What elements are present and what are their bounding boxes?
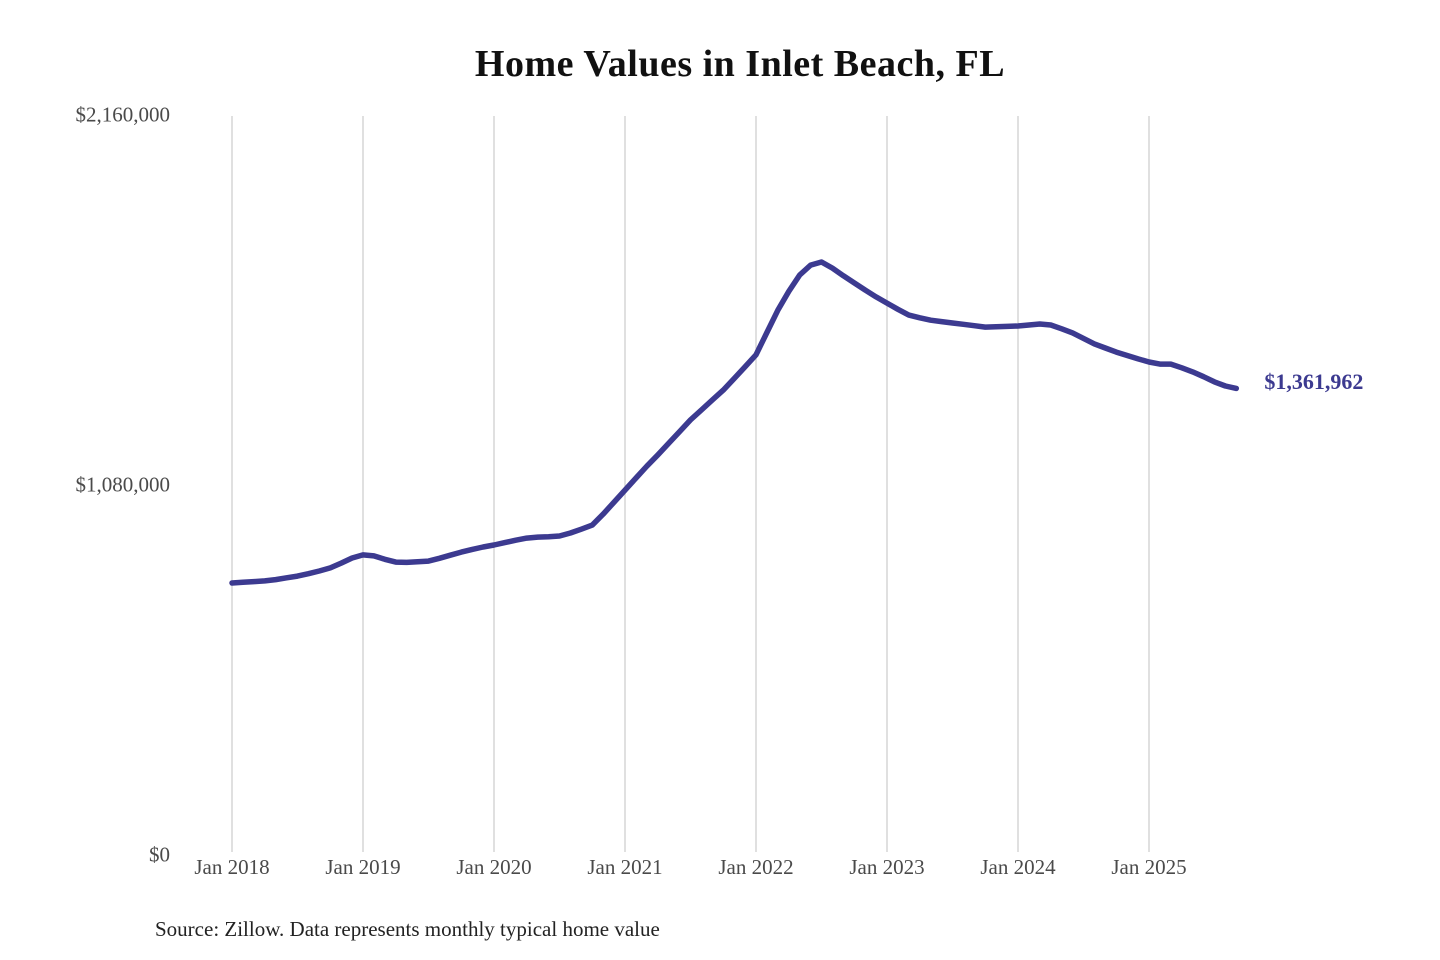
x-axis-tick-label: Jan 2018 <box>194 855 270 879</box>
x-axis-tick-label: Jan 2023 <box>849 855 925 879</box>
latest-value-label: $1,361,962 <box>1264 369 1364 395</box>
x-axis-tick-label: Jan 2020 <box>456 855 532 879</box>
x-axis-tick-label: Jan 2024 <box>980 855 1056 879</box>
x-axis-tick-label: Jan 2022 <box>718 855 794 879</box>
x-axis-tick-label: Jan 2019 <box>325 855 401 879</box>
x-axis-tick-label: Jan 2021 <box>587 855 663 879</box>
home-value-line <box>229 259 1240 586</box>
source-note: Source: Zillow. Data represents monthly … <box>155 917 660 941</box>
x-axis-tick-label: Jan 2025 <box>1111 855 1187 879</box>
chart-title: Home Values in Inlet Beach, FL <box>474 43 1006 85</box>
y-axis-tick-label: $0 <box>149 842 170 867</box>
y-axis-tick-label: $2,160,000 <box>75 102 171 127</box>
y-axis-tick-label: $1,080,000 <box>75 472 171 497</box>
